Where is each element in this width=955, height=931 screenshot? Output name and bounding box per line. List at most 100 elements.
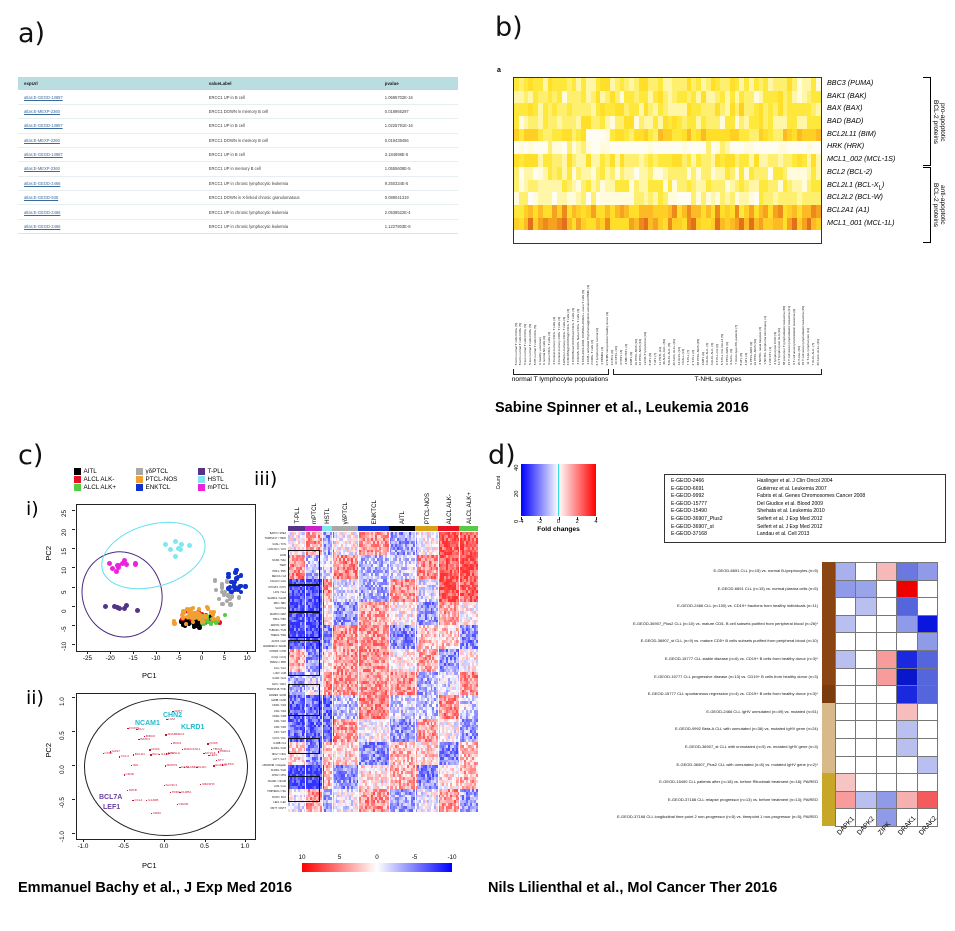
heatmap-cell [523, 166, 529, 180]
heatmap-cell [710, 192, 716, 205]
heatmap-column-label: 20 T-LGL (20) [796, 345, 801, 365]
heatmap-cell [739, 217, 745, 231]
heatmap-cell [585, 192, 591, 205]
exp-url-cell[interactable]: atlas:E-GEOD-13887 [18, 90, 203, 105]
scatter-point [208, 621, 214, 626]
exp-url-link[interactable]: atlas:E-MEXP-2360 [24, 108, 60, 114]
heatmap-cell [576, 141, 582, 155]
expression-cell [327, 532, 330, 536]
loading-point [168, 752, 170, 755]
exp-url-link[interactable]: atlas:E-GEOD-13887 [24, 152, 63, 158]
scatter-point [114, 568, 120, 574]
x-tick-mark [247, 651, 249, 654]
heatmap-cell [777, 103, 783, 117]
scatter-point [124, 562, 130, 568]
expression-cell [402, 534, 406, 539]
expression-cell [359, 534, 362, 539]
heatmap-row-label: BCL2A1 (A1) [827, 204, 870, 214]
expression-cell [466, 534, 469, 539]
heatmap-cell [811, 154, 817, 167]
expression-cell [295, 532, 299, 536]
heatmap-cell [590, 204, 596, 218]
heatmap-cell [633, 78, 639, 91]
loading-gene-label: KLRC [198, 764, 207, 769]
table-row: atlas:E-GEOD-2466 ERCC1 UP in chronic lym… [18, 204, 458, 220]
exp-url-cell[interactable]: atlas:E-GEOD-13887 [18, 118, 203, 134]
exp-url-cell[interactable]: atlas:E-GEOD-2466 [18, 204, 203, 220]
y-tick-mark [72, 765, 75, 766]
subtype-column-label: PTCL-NOS [423, 492, 431, 524]
scatter-point [107, 561, 113, 567]
heatmap-cell [768, 103, 774, 117]
expression-cell [398, 532, 402, 536]
heatmap-cell [624, 154, 630, 167]
heatmap-cell [561, 154, 567, 167]
exp-url-link[interactable]: atlas:E-MEXP-2360 [24, 166, 60, 172]
exp-url-link[interactable]: atlas:E-MEXP-2360 [24, 137, 60, 143]
exp-url-link[interactable]: atlas:E-GEOD-2466 [24, 223, 61, 229]
heatmap-cell [739, 78, 745, 91]
heatmap-column-label: 3 ALCL ALK- (3) [710, 342, 715, 365]
heatmap-cell [643, 90, 649, 104]
heatmap-cell [744, 166, 750, 180]
exp-url-link[interactable]: atlas:E-GEOD-2466 [24, 180, 61, 186]
heatmap-cell [614, 90, 620, 104]
heatmap-cell [547, 204, 553, 218]
heatmap-cell [547, 179, 553, 193]
heatmap-cell [763, 116, 769, 129]
loading-gene-label: TC3 [167, 751, 174, 756]
value-label-cell: ERCC1 UP in B cell [202, 90, 379, 105]
heatmap-cell [792, 192, 798, 205]
exp-url-link[interactable]: atlas:E-GEOD-13887 [24, 123, 63, 129]
heatmap-cell [643, 103, 649, 117]
heatmap-cell [557, 217, 562, 231]
expression-cell [436, 532, 439, 536]
scatter-point [229, 579, 234, 585]
expression-cell [450, 534, 453, 539]
heatmap-cell [753, 90, 759, 104]
exp-url-cell[interactable]: atlas:E-GEOD-13887 [18, 147, 203, 163]
heatmap-cell [691, 154, 697, 167]
exp-url-link[interactable]: atlas:E-GEOD-13887 [24, 94, 63, 100]
exp-url-cell[interactable]: atlas:E-MEXP-2360 [18, 161, 203, 177]
heatmap-cell [806, 154, 812, 167]
expression-cell [383, 534, 386, 539]
heatmap-cell [691, 166, 697, 180]
heatmap-row-label: BCL2L11 (BIM) [827, 128, 876, 138]
heatmap-cell [609, 217, 615, 231]
exp-url-cell[interactable]: atlas:E-MEXP-2360 [18, 104, 203, 120]
gene-row-label: TREM1 / TRE [270, 634, 286, 638]
expression-cell [410, 537, 414, 542]
heatmap-cell [662, 166, 668, 180]
loading-point [166, 718, 168, 721]
exp-url-cell[interactable]: atlas:E-GEOD-2466 [18, 176, 203, 192]
gene-row-label: CHN2 / CHN [271, 774, 286, 778]
heatmap-cell [585, 103, 591, 117]
expression-cell [337, 537, 340, 542]
heatmap-cell [801, 192, 807, 205]
scatter-point [216, 618, 221, 624]
expression-cell [301, 532, 305, 536]
exp-url-link[interactable]: atlas:E-GEOD-935 [24, 195, 59, 201]
exp-url-cell[interactable]: atlas:E-GEOD-2466 [18, 219, 203, 235]
heatmap-cell [552, 128, 558, 142]
heatmap-column-label: 7 Acute-type ATL patients (7) [734, 325, 739, 365]
heatmap-cell [667, 103, 673, 117]
expression-cell [329, 532, 332, 536]
value-label-cell: ERCC1 UP in B cell [202, 147, 379, 163]
exp-url-cell[interactable]: atlas:E-GEOD-935 [18, 190, 203, 206]
heatmap-cell [710, 166, 716, 180]
gene-row-label: TNFRSF17 / TNFR [264, 537, 286, 541]
heatmap-cell [648, 166, 654, 180]
exp-url-cell[interactable]: atlas:E-MEXP-2360 [18, 133, 203, 148]
pvalue-cell: 1.0225791E-16 [378, 118, 458, 134]
heatmap-cell [811, 179, 817, 193]
heatmap-cell [514, 90, 519, 104]
heatmap-cell [749, 166, 754, 180]
heatmap-cell [696, 78, 702, 91]
heatmap-row [514, 90, 821, 104]
exp-url-link[interactable]: atlas:E-GEOD-2466 [24, 209, 61, 215]
heatmap-column-label: 6 T lymphocytes normal (6) [595, 327, 600, 365]
heatmap-cell [528, 103, 534, 117]
x-tick-mark [83, 839, 84, 842]
